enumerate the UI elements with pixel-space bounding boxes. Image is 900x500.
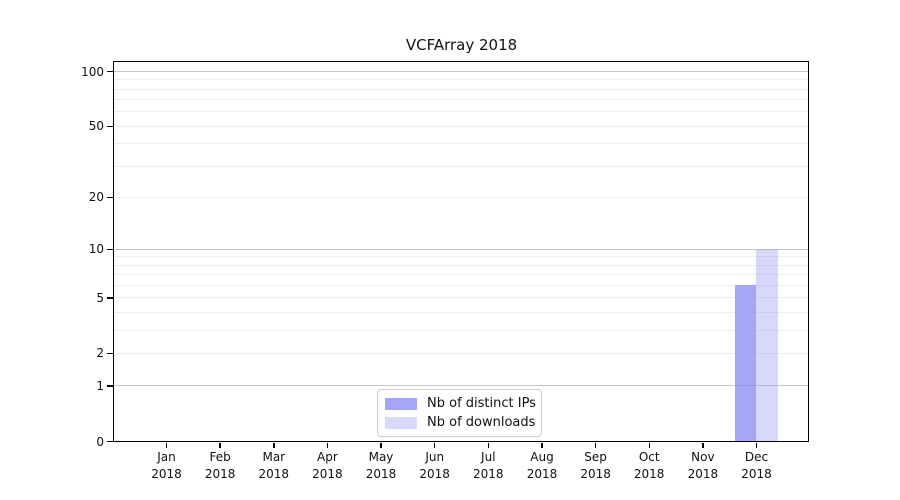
y-tick-mark xyxy=(107,125,113,127)
x-tick-mark xyxy=(755,443,758,448)
grid-line-minor xyxy=(114,79,808,81)
grid-line-minor xyxy=(114,256,808,258)
grid-line-major xyxy=(114,385,808,387)
grid-line-minor xyxy=(114,285,808,286)
grid-line-minor xyxy=(114,312,808,313)
chart-title: VCFArray 2018 xyxy=(405,36,518,54)
x-tick-mark xyxy=(541,443,543,448)
grid-line-minor xyxy=(114,297,808,299)
grid-line-minor xyxy=(114,264,808,266)
y-tick-label: 1 xyxy=(96,378,104,393)
grid-line-minor xyxy=(114,99,808,101)
legend-swatch-downloads-icon xyxy=(385,416,417,429)
y-tick-mark xyxy=(107,352,113,355)
y-tick-label: 100 xyxy=(81,64,104,79)
y-tick-mark xyxy=(107,70,113,73)
legend-item-downloads: Nb of downloads xyxy=(385,415,536,430)
plot-area: Nb of distinct IPs Nb of downloads xyxy=(113,61,809,442)
grid-line-major xyxy=(114,71,808,72)
y-tick-label: 20 xyxy=(88,190,104,205)
x-tick-mark xyxy=(487,443,490,448)
x-tick-mark xyxy=(594,443,597,448)
grid-line-minor xyxy=(114,165,808,167)
y-tick-label: 2 xyxy=(96,346,104,361)
grid-line-minor xyxy=(114,196,808,198)
y-tick-mark xyxy=(107,440,113,443)
x-tick-label: Jan 2018 xyxy=(151,450,182,481)
y-tick-mark xyxy=(107,385,113,387)
x-tick-label: Mar 2018 xyxy=(258,450,290,481)
x-tick-label: Feb 2018 xyxy=(204,450,236,481)
grid-line-minor xyxy=(114,329,808,331)
legend-item-distinct-ips: Nb of distinct IPs xyxy=(385,396,536,411)
x-tick-label: Dec 2018 xyxy=(741,450,772,481)
grid-line-minor xyxy=(114,111,808,113)
legend-label-distinct-ips: Nb of distinct IPs xyxy=(427,396,536,411)
x-tick-label: Jun 2018 xyxy=(419,450,450,481)
x-tick-mark xyxy=(702,443,704,448)
y-tick-mark xyxy=(107,297,113,299)
y-tick-mark xyxy=(107,248,113,250)
x-tick-mark xyxy=(219,443,221,448)
x-tick-label: Jul 2018 xyxy=(473,450,504,481)
x-tick-mark xyxy=(380,443,382,448)
y-tick-label: 0 xyxy=(96,434,104,449)
y-tick-label: 50 xyxy=(88,119,104,134)
x-tick-label: Aug 2018 xyxy=(526,450,558,481)
x-tick-label: May 2018 xyxy=(365,450,397,481)
x-tick-label: Apr 2018 xyxy=(312,450,343,481)
x-tick-label: Nov 2018 xyxy=(687,450,719,481)
grid-line-minor xyxy=(114,143,808,145)
grid-line-minor xyxy=(114,274,808,276)
x-tick-mark xyxy=(648,443,650,448)
x-tick-mark xyxy=(326,443,329,448)
bar-nb-of-downloads xyxy=(756,248,778,441)
x-tick-mark xyxy=(433,443,436,448)
legend-swatch-distinct-ips-icon xyxy=(385,397,417,410)
legend-label-downloads: Nb of downloads xyxy=(427,415,536,430)
x-tick-label: Sep 2018 xyxy=(580,450,611,481)
x-tick-mark xyxy=(273,443,275,448)
legend: Nb of distinct IPs Nb of downloads xyxy=(377,389,542,437)
x-tick-mark xyxy=(165,443,168,448)
grid-line-minor xyxy=(114,125,808,127)
grid-line-minor xyxy=(114,352,808,354)
x-tick-label: Oct 2018 xyxy=(633,450,665,481)
bar-nb-of-distinct-ips xyxy=(734,285,756,441)
y-tick-mark xyxy=(107,196,113,199)
grid-line-minor xyxy=(114,88,808,90)
y-tick-label: 10 xyxy=(88,242,104,257)
y-tick-label: 5 xyxy=(96,290,104,305)
grid-line-major xyxy=(114,248,808,250)
